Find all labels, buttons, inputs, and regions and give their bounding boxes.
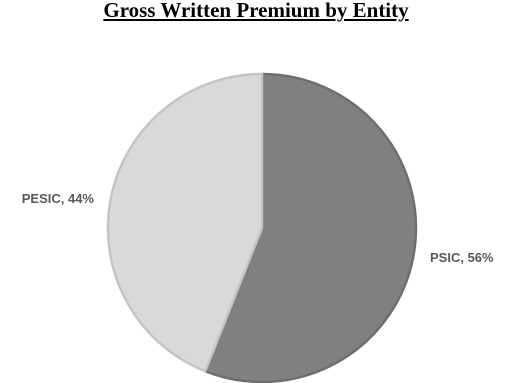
pie-slice-pesic: [106, 72, 264, 373]
chart-title: Gross Written Premium by Entity: [103, 0, 409, 22]
pie-slices: [106, 72, 418, 383]
pie-labels: PSIC, 56% PESIC, 44%: [22, 191, 494, 265]
slice-label-pesic: PESIC, 44%: [22, 191, 95, 206]
pie-slice-psic: [204, 72, 418, 383]
slice-label-psic: PSIC, 56%: [430, 250, 494, 265]
